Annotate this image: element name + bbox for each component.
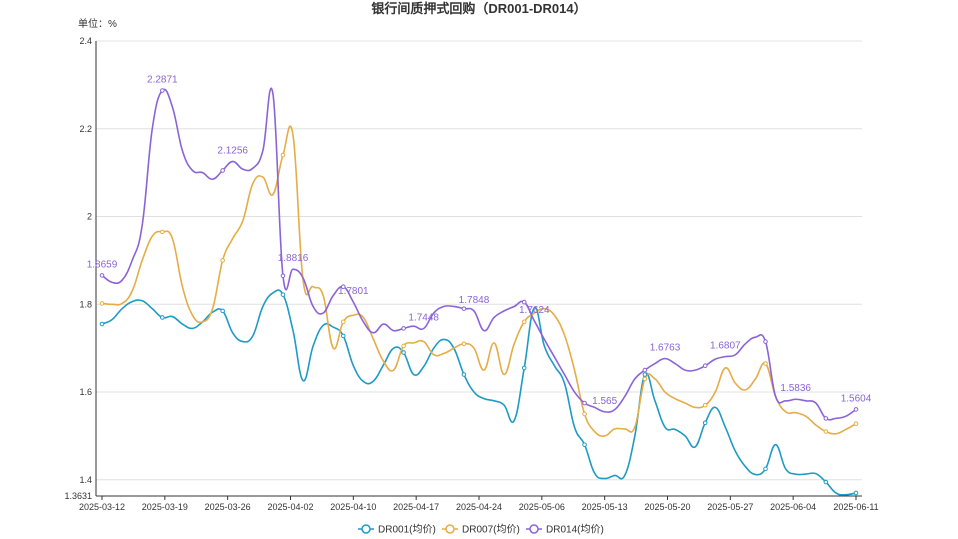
legend-item[interactable]: DR001(均价) [358,524,436,536]
data-point[interactable] [521,365,527,371]
data-label: 1.7448 [408,313,439,324]
data-point[interactable] [401,326,406,331]
legend-item[interactable]: DR014(均价) [526,524,604,536]
data-point[interactable] [401,350,406,355]
data-label: 1.7848 [459,295,490,306]
x-tick-label: 2025-06-04 [770,502,816,512]
data-point[interactable] [763,339,768,344]
chart-title: 银行间质押式回购（DR001-DR014） [371,1,586,16]
data-point[interactable] [642,372,648,377]
data-point[interactable] [220,168,225,173]
series-line-1 [101,289,857,496]
data-point[interactable] [823,416,829,421]
data-label: 1.5836 [780,383,811,394]
data-point[interactable] [582,400,587,406]
y-axis-ticks: 2.4 2.2 2 1.8 1.6 1.4 1.3631 [64,36,92,501]
data-label: 1.6763 [650,343,681,354]
data-point[interactable] [521,319,527,325]
data-point[interactable] [99,301,105,306]
y-tick-label: 1.3631 [64,491,92,501]
unit-label: 单位：% [78,17,117,30]
data-point[interactable] [340,319,346,325]
data-point[interactable] [160,315,165,320]
x-axis-ticks: 2025-03-12 2025-03-19 2025-03-26 2025-04-02… [79,496,879,512]
y-tick-label: 1.8 [79,299,92,309]
data-point[interactable] [582,411,587,417]
series-line-3 [101,87,857,421]
data-point[interactable] [461,306,467,311]
data-point[interactable] [823,429,829,434]
data-label: 1.7801 [338,286,369,297]
legend-marker-icon [361,524,371,534]
y-tick-label: 1.6 [79,387,92,397]
x-tick-label: 2025-03-26 [205,502,251,512]
y-tick-label: 2 [87,212,92,222]
data-label: 2.1256 [217,145,248,156]
data-point[interactable] [702,363,708,369]
legend-marker-icon [529,524,539,534]
data-point[interactable] [763,466,768,472]
data-point[interactable] [160,229,165,235]
data-label: 1.565 [592,396,617,407]
data-point[interactable] [280,292,286,297]
data-point[interactable] [702,420,708,426]
data-point[interactable] [340,333,346,339]
data-label: 1.8816 [278,253,309,264]
data-point[interactable] [220,258,225,263]
data-label: 1.8659 [87,259,118,270]
x-tick-label: 2025-06-11 [833,502,878,512]
data-labels: 1.8659 2.2871 2.1256 1.8816 1.7801 1.7448 1.78… [87,75,872,407]
series-lines [101,87,857,496]
data-point[interactable] [823,479,829,485]
legend-item[interactable]: DR007(均价) [442,524,520,536]
grid-lines [96,40,862,497]
series-line-2 [101,125,857,437]
data-point[interactable] [99,321,105,327]
legend-label: DR007(均价) [462,524,520,536]
x-tick-label: 2025-03-19 [142,502,188,512]
data-point[interactable] [461,372,467,377]
data-point[interactable] [340,284,346,290]
legend-label: DR001(均价) [378,524,436,536]
data-label: 1.7624 [519,305,550,316]
legend[interactable]: DR001(均价) DR007(均价) DR014(均价) [358,524,604,536]
data-point[interactable] [763,361,768,366]
data-point[interactable] [461,341,467,347]
data-point[interactable] [702,402,708,408]
data-point[interactable] [280,152,286,158]
data-point[interactable] [853,490,859,496]
x-tick-label: 2025-04-02 [267,502,313,512]
data-point[interactable] [582,442,587,448]
x-tick-label: 2025-05-20 [644,502,690,512]
series-points [99,88,859,496]
legend-label: DR014(均价) [546,524,604,536]
data-point[interactable] [642,376,648,382]
x-tick-label: 2025-05-27 [707,502,753,512]
data-label: 1.6807 [710,341,741,352]
x-tick-label: 2025-05-06 [519,502,565,512]
y-tick-label: 2.2 [79,124,92,134]
data-label: 2.2871 [147,75,178,86]
data-point[interactable] [853,421,859,426]
x-tick-label: 2025-03-12 [79,502,125,512]
legend-marker-icon [445,524,455,534]
data-point[interactable] [160,88,165,93]
data-point[interactable] [220,308,225,314]
y-tick-label: 2.4 [79,36,92,46]
data-label: 1.5604 [841,393,872,404]
y-tick-label: 1.4 [79,475,92,485]
axes [95,41,862,497]
data-point[interactable] [642,367,648,373]
x-tick-label: 2025-04-24 [456,502,502,512]
x-tick-label: 2025-04-10 [330,502,376,512]
data-point[interactable] [280,273,286,279]
data-point[interactable] [521,299,527,305]
data-point[interactable] [853,407,859,412]
data-point[interactable] [99,273,105,278]
x-tick-label: 2025-04-17 [393,502,439,512]
x-tick-label: 2025-05-13 [582,502,628,512]
data-point[interactable] [401,343,406,349]
